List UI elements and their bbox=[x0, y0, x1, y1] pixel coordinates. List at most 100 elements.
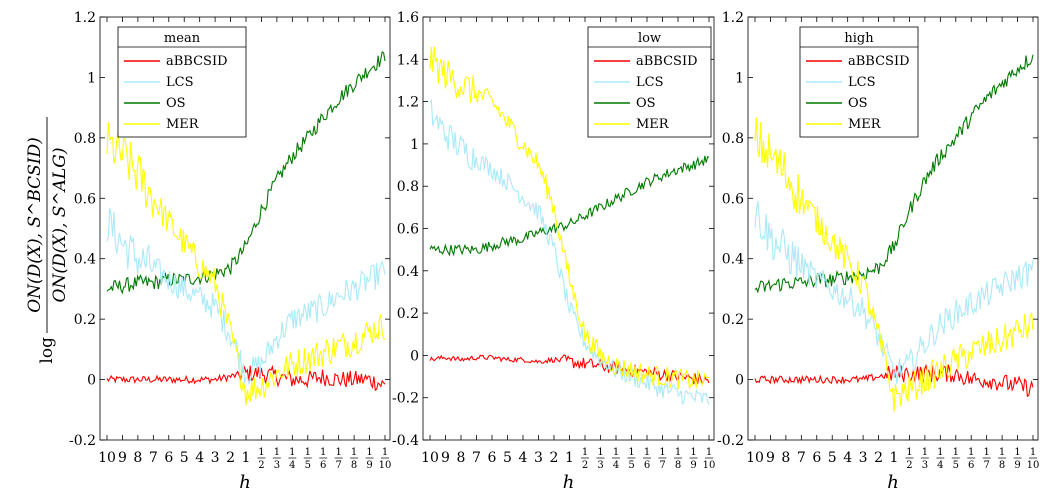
legend: mean aBBCSID LCS OS MER bbox=[117, 26, 247, 138]
svg-text:7: 7 bbox=[983, 460, 989, 471]
svg-text:8: 8 bbox=[999, 460, 1005, 471]
x-tick-label: 10 bbox=[98, 450, 116, 466]
series-line-OS bbox=[429, 155, 710, 257]
x-tick-label: 18 bbox=[998, 447, 1007, 471]
series-line-aBBCSID bbox=[754, 363, 1034, 398]
svg-text:1: 1 bbox=[289, 447, 295, 458]
y-tick-label: 0.2 bbox=[74, 312, 96, 328]
x-tick-label: 13 bbox=[596, 447, 605, 471]
x-tick-label: 1 bbox=[565, 450, 574, 466]
panel-high: -0.200.20.40.60.811.210 9 8 7 6 5 4 3 2 1 12131415… bbox=[717, 10, 1040, 493]
x-tick-label: 3 bbox=[534, 450, 543, 466]
svg-text:1: 1 bbox=[274, 447, 280, 458]
x-tick-label: 16 bbox=[967, 447, 976, 471]
svg-text:10: 10 bbox=[379, 460, 392, 471]
svg-text:9: 9 bbox=[366, 460, 372, 471]
y-tick-label: 0.2 bbox=[397, 306, 419, 322]
y-tick-label: -0.2 bbox=[717, 433, 744, 449]
x-tick-label: 13 bbox=[272, 447, 281, 471]
svg-text:4: 4 bbox=[937, 460, 943, 471]
x-tick-label: 4 bbox=[843, 450, 852, 466]
x-axis-label: h bbox=[239, 472, 251, 490]
x-tick-label: 110 bbox=[1027, 447, 1040, 471]
x-tick-label: 9 bbox=[118, 450, 127, 466]
legend-label-LCS: LCS bbox=[636, 75, 664, 90]
x-tick-label: 5 bbox=[503, 450, 512, 466]
svg-text:1: 1 bbox=[690, 447, 696, 458]
x-tick-label: 17 bbox=[334, 447, 343, 471]
series-line-LCS bbox=[429, 98, 710, 406]
x-tick-label: 6 bbox=[164, 450, 173, 466]
y-tick-label: 1.6 bbox=[397, 10, 419, 26]
svg-text:4: 4 bbox=[289, 460, 295, 471]
svg-text:1: 1 bbox=[706, 447, 712, 458]
x-tick-label: 3 bbox=[859, 450, 868, 466]
y-tick-label: -0.4 bbox=[392, 433, 419, 449]
x-tick-label: 15 bbox=[951, 447, 960, 471]
legend-title: high bbox=[844, 31, 874, 46]
y-tick-label: 0.4 bbox=[74, 252, 96, 268]
x-tick-label: 2 bbox=[550, 450, 559, 466]
x-tick-label: 110 bbox=[379, 447, 392, 471]
x-axis-label: h bbox=[887, 472, 899, 490]
svg-text:1: 1 bbox=[382, 447, 388, 458]
series-line-MER bbox=[106, 122, 386, 406]
y-tick-label: 0.6 bbox=[397, 222, 419, 238]
svg-text:10: 10 bbox=[1027, 460, 1040, 471]
y-tick-label: 0.8 bbox=[722, 131, 744, 147]
svg-text:9: 9 bbox=[1014, 460, 1020, 471]
svg-text:1: 1 bbox=[922, 447, 928, 458]
series-line-OS bbox=[754, 54, 1034, 294]
legend-label-LCS: LCS bbox=[166, 75, 194, 90]
x-tick-label: 8 bbox=[133, 450, 142, 466]
y-tick-label: 0.4 bbox=[397, 264, 419, 280]
x-axis-label: h bbox=[563, 472, 575, 490]
x-tick-label: 17 bbox=[658, 447, 667, 471]
legend-title: mean bbox=[164, 31, 201, 46]
x-tick-label: 6 bbox=[488, 450, 497, 466]
legend-label-aBBCSID: aBBCSID bbox=[166, 54, 228, 69]
x-tick-label: 4 bbox=[519, 450, 528, 466]
series-line-aBBCSID bbox=[106, 364, 386, 392]
svg-text:3: 3 bbox=[597, 460, 603, 471]
svg-text:1: 1 bbox=[613, 447, 619, 458]
legend-label-MER: MER bbox=[848, 117, 882, 132]
x-tick-label: 8 bbox=[457, 450, 466, 466]
y-tick-label: 0.8 bbox=[397, 179, 419, 195]
svg-text:4: 4 bbox=[613, 460, 619, 471]
x-tick-label: 6 bbox=[812, 450, 821, 466]
series-group bbox=[429, 46, 710, 406]
x-tick-label: 14 bbox=[612, 447, 620, 471]
svg-text:2: 2 bbox=[906, 460, 912, 471]
x-tick-label: 19 bbox=[365, 447, 374, 471]
svg-text:1: 1 bbox=[582, 447, 588, 458]
x-tick-label: 17 bbox=[982, 447, 991, 471]
x-tick-label: 7 bbox=[472, 450, 481, 466]
x-tick-label: 110 bbox=[703, 447, 716, 471]
svg-text:7: 7 bbox=[659, 460, 665, 471]
x-tick-label: 18 bbox=[674, 447, 682, 471]
x-tick-label: 4 bbox=[195, 450, 204, 466]
svg-text:1: 1 bbox=[351, 447, 357, 458]
x-tick-label: 16 bbox=[643, 447, 651, 471]
series-line-aBBCSID bbox=[429, 354, 710, 385]
y-tick-label: 1.2 bbox=[397, 95, 419, 111]
x-tick-label: 10 bbox=[421, 450, 439, 466]
x-tick-label: 15 bbox=[303, 447, 312, 471]
svg-text:10: 10 bbox=[703, 460, 716, 471]
x-tick-label: 9 bbox=[441, 450, 450, 466]
series-group bbox=[106, 50, 386, 406]
x-tick-label: 15 bbox=[627, 447, 636, 471]
y-tick-label: 1.2 bbox=[722, 10, 744, 26]
y-tick-label: 0.4 bbox=[722, 252, 744, 268]
svg-text:1: 1 bbox=[1014, 447, 1020, 458]
x-tick-label: 10 bbox=[746, 450, 764, 466]
x-tick-label: 1 bbox=[242, 450, 251, 466]
svg-text:1: 1 bbox=[628, 447, 634, 458]
svg-text:8: 8 bbox=[675, 460, 681, 471]
x-tick-label: 8 bbox=[781, 450, 790, 466]
legend-label-OS: OS bbox=[636, 96, 656, 111]
svg-text:1: 1 bbox=[1030, 447, 1036, 458]
legend-label-OS: OS bbox=[848, 96, 868, 111]
